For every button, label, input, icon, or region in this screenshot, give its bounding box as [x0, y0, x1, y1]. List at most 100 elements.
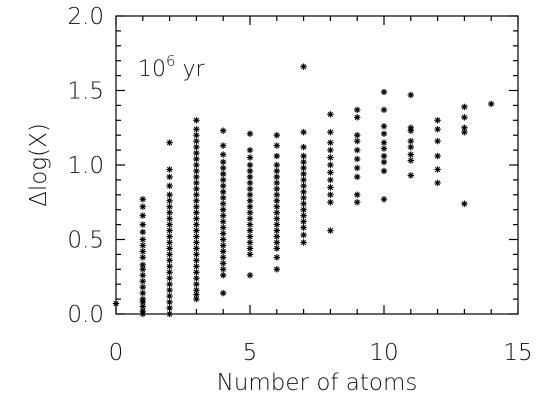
data-point-52 — [193, 263, 200, 270]
data-point-205 — [461, 200, 468, 207]
y-tick-label: 2.0 — [67, 4, 104, 30]
data-point-115 — [246, 173, 254, 181]
data-point-81 — [220, 254, 227, 261]
data-point-108 — [246, 215, 254, 222]
data-point-40 — [166, 197, 173, 204]
data-point-86 — [220, 224, 227, 231]
data-point-90 — [220, 200, 227, 207]
data-point-173 — [354, 173, 361, 181]
data-point-156 — [300, 143, 307, 151]
data-point-153 — [300, 164, 307, 172]
data-point-209 — [461, 103, 468, 111]
data-point-57 — [193, 233, 200, 240]
y-tick-label: 1.0 — [67, 153, 104, 179]
data-point-158 — [300, 63, 307, 70]
data-point-125 — [273, 233, 280, 240]
data-point-198 — [407, 91, 414, 99]
data-point-136 — [273, 167, 280, 175]
data-point-123 — [273, 245, 280, 252]
data-point-121 — [273, 266, 280, 273]
data-point-51 — [193, 269, 200, 276]
data-point-194 — [407, 143, 414, 151]
data-point-155 — [300, 152, 307, 160]
data-point-18 — [139, 212, 146, 219]
data-point-101 — [246, 272, 254, 279]
data-point-11 — [139, 261, 146, 269]
data-point-41 — [166, 191, 173, 198]
data-point-150 — [300, 182, 307, 190]
data-point-62 — [193, 203, 200, 210]
data-point-63 — [193, 197, 200, 204]
data-point-24 — [166, 292, 173, 300]
data-point-187 — [380, 130, 388, 137]
data-point-204 — [434, 117, 441, 124]
y-tick-label: 0.0 — [67, 302, 104, 328]
data-point-48 — [193, 286, 200, 294]
data-point-27 — [166, 275, 173, 282]
data-point-160 — [327, 199, 334, 206]
data-point-33 — [166, 239, 173, 246]
data-point-97 — [220, 158, 227, 166]
data-point-49 — [193, 281, 200, 288]
data-point-80 — [220, 260, 227, 267]
data-point-197 — [407, 124, 414, 131]
data-point-191 — [407, 172, 414, 179]
data-point-65 — [193, 185, 200, 193]
data-point-76 — [193, 117, 200, 124]
data-point-152 — [300, 170, 307, 178]
data-point-154 — [300, 158, 307, 166]
data-point-118 — [246, 154, 254, 161]
data-point-13 — [139, 248, 146, 255]
data-point-172 — [354, 191, 361, 198]
annotation-exponent: 6 — [166, 52, 176, 70]
data-point-106 — [246, 227, 254, 234]
data-point-93 — [220, 182, 227, 190]
data-point-120 — [246, 130, 254, 137]
data-point-135 — [273, 173, 280, 181]
data-point-137 — [273, 161, 280, 169]
data-point-146 — [300, 206, 307, 213]
data-point-64 — [193, 191, 200, 198]
data-point-116 — [246, 167, 254, 175]
data-point-180 — [354, 106, 361, 114]
data-point-195 — [407, 137, 414, 145]
data-point-50 — [193, 275, 200, 282]
y-axis-label: Δlog(X) — [26, 123, 52, 207]
data-point-19 — [139, 203, 146, 210]
data-point-119 — [246, 146, 254, 154]
data-point-98 — [220, 151, 227, 158]
data-point-127 — [273, 221, 280, 228]
data-point-56 — [193, 239, 200, 246]
data-point-110 — [246, 203, 254, 210]
data-point-16 — [139, 228, 146, 236]
data-point-162 — [327, 184, 334, 191]
data-point-199 — [434, 179, 441, 187]
data-point-89 — [220, 206, 227, 213]
data-point-30 — [166, 257, 173, 264]
data-point-7 — [139, 283, 146, 291]
time-annotation: 106 yr — [138, 52, 206, 82]
data-point-59 — [193, 221, 200, 228]
axis-ticks — [115, 15, 519, 315]
data-point-139 — [273, 142, 280, 149]
data-point-29 — [166, 263, 173, 270]
data-point-168 — [327, 139, 334, 146]
data-point-68 — [193, 167, 200, 175]
data-point-182 — [380, 167, 388, 175]
data-point-143 — [300, 224, 307, 231]
data-point-43 — [166, 173, 173, 181]
data-point-202 — [434, 137, 441, 145]
data-point-53 — [193, 257, 200, 264]
data-point-183 — [380, 158, 388, 166]
tick-labels: 0 5 10 15 0.0 0.5 1.0 1.5 2.0 — [67, 4, 532, 366]
data-point-17 — [139, 221, 146, 228]
data-point-107 — [246, 221, 254, 228]
data-point-113 — [246, 185, 254, 193]
data-point-72 — [193, 143, 200, 151]
data-point-58 — [193, 227, 200, 234]
data-point-188 — [380, 123, 388, 130]
data-point-122 — [273, 254, 280, 261]
data-point-142 — [300, 231, 307, 239]
annotation-base: 10 — [138, 57, 166, 82]
y-tick-label: 0.5 — [67, 228, 104, 254]
